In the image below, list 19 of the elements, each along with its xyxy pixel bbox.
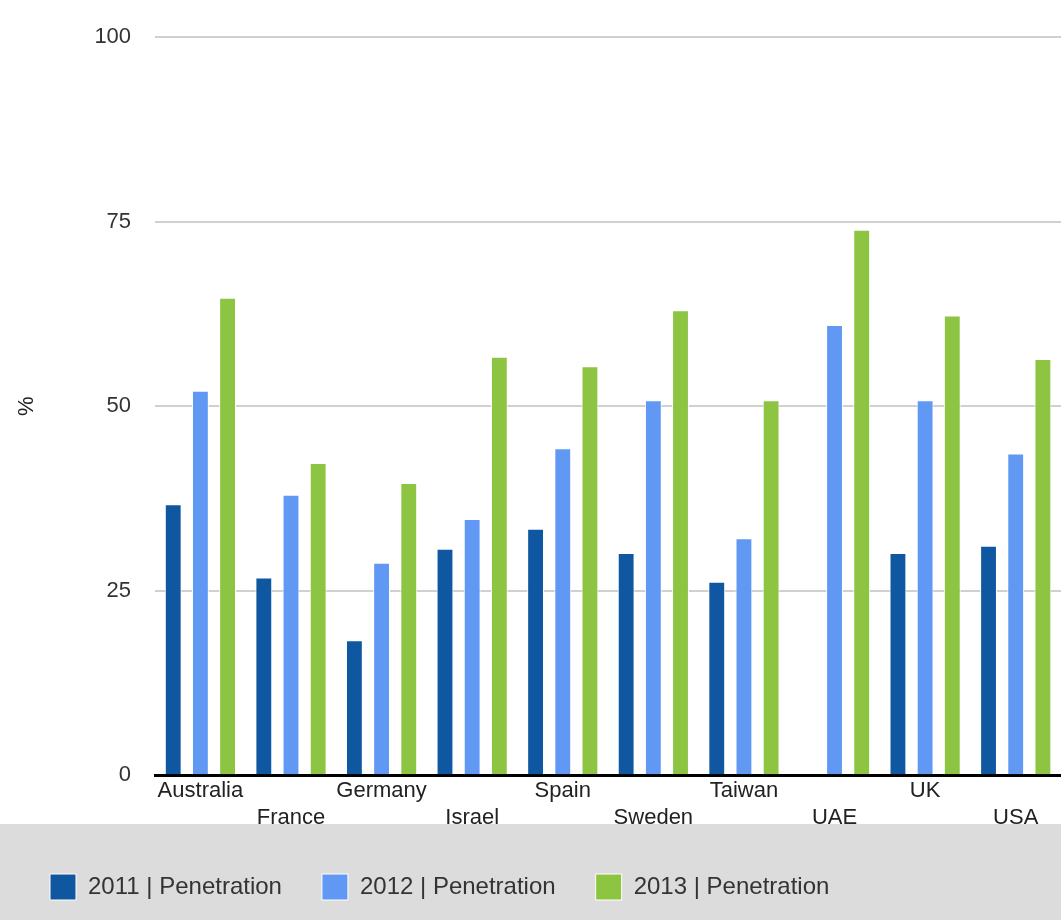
x-tick-label: USA xyxy=(993,803,1039,829)
y-tick-label: 75 xyxy=(106,207,132,233)
x-tick-label: Australia xyxy=(157,777,244,803)
y-tick-label: 25 xyxy=(106,576,132,602)
x-tick-label: Sweden xyxy=(613,803,694,829)
y-tick-label: 100 xyxy=(94,23,132,49)
y-tick-label: 50 xyxy=(106,392,132,418)
x-tick-label: Taiwan xyxy=(709,777,779,803)
x-tick-label: Israel xyxy=(445,803,500,829)
y-axis-title: % xyxy=(13,396,39,416)
x-tick-label: Germany xyxy=(336,777,427,803)
legend-label: 2012 | Penetration xyxy=(359,871,556,899)
y-tick-label: 0 xyxy=(118,761,132,787)
x-tick-label: UAE xyxy=(811,803,858,829)
x-tick-label: Spain xyxy=(534,777,591,803)
legend-label: 2011 | Penetration xyxy=(88,871,282,899)
x-tick-label: UK xyxy=(909,777,941,803)
x-tick-label: France xyxy=(256,803,326,829)
legend-label: 2013 | Penetration xyxy=(633,871,830,899)
